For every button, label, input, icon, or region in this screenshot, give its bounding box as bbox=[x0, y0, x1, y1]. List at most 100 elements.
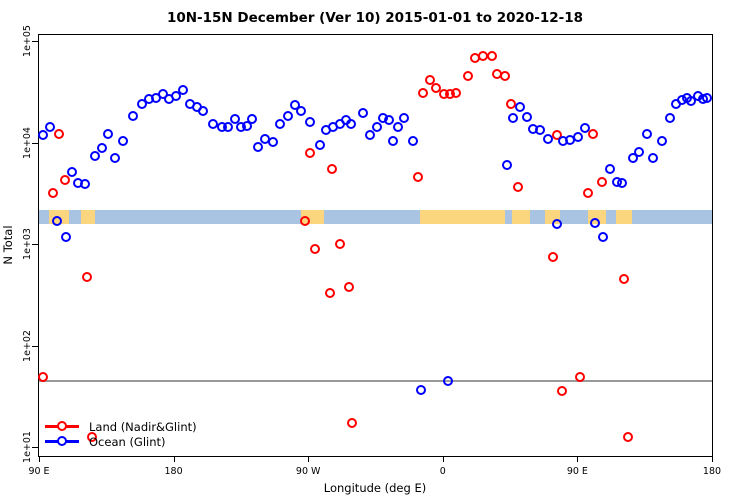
data-point-ocean bbox=[103, 128, 114, 139]
data-point-ocean bbox=[61, 232, 72, 243]
y-tick-label: 1e+05 bbox=[22, 25, 33, 57]
x-axis-tick bbox=[577, 456, 579, 462]
data-point-land bbox=[310, 244, 321, 255]
data-point-ocean bbox=[97, 143, 108, 154]
legend-item-ocean: Ocean (Glint) bbox=[45, 434, 197, 449]
x-axis-tick bbox=[308, 456, 310, 462]
data-point-ocean bbox=[641, 129, 652, 140]
y-axis-tick bbox=[32, 447, 38, 448]
x-axis-tick bbox=[173, 456, 175, 462]
data-point-ocean bbox=[90, 150, 101, 161]
plot-area: 90 E 180 90 W 0 90 E 180 1e+01 1e+02 1e+03 1e+04 1… bbox=[22, 25, 721, 477]
data-point-ocean bbox=[507, 112, 518, 123]
data-point-ocean bbox=[415, 385, 426, 396]
chart-title: 10N-15N December (Ver 10) 2015-01-01 to … bbox=[166, 10, 584, 26]
x-tick-label: 180 bbox=[702, 466, 722, 477]
data-point-ocean bbox=[597, 232, 608, 243]
y-tick-label: 1e+02 bbox=[22, 329, 33, 362]
data-point-land bbox=[622, 431, 633, 442]
legend-item-land: Land (Nadir&Glint) bbox=[45, 419, 197, 434]
coastline-band-land-segment bbox=[512, 210, 531, 224]
data-point-ocean bbox=[589, 217, 600, 228]
scatter-points-layer bbox=[38, 35, 712, 456]
data-point-ocean bbox=[387, 135, 398, 146]
data-point-ocean bbox=[178, 85, 189, 96]
data-point-ocean bbox=[275, 118, 286, 129]
data-point-ocean bbox=[253, 142, 264, 153]
data-point-land bbox=[450, 87, 461, 98]
data-point-land bbox=[305, 147, 316, 158]
y-axis-tick bbox=[32, 41, 38, 42]
data-point-ocean bbox=[364, 130, 375, 141]
data-point-land bbox=[430, 82, 441, 93]
data-point-ocean bbox=[137, 98, 148, 109]
reference-line-layer bbox=[39, 35, 712, 456]
data-point-land bbox=[82, 272, 93, 283]
legend-land-line-symbol bbox=[45, 421, 79, 431]
data-point-land bbox=[412, 172, 423, 183]
data-point-ocean bbox=[442, 376, 453, 387]
y-axis-tick bbox=[32, 142, 38, 144]
legend-ocean-line-symbol bbox=[45, 436, 79, 446]
data-point-land bbox=[327, 163, 338, 174]
legend-land-ring-icon bbox=[57, 421, 67, 431]
legend-ocean-label: Ocean (Glint) bbox=[89, 434, 166, 449]
data-point-ocean bbox=[67, 166, 78, 177]
data-point-ocean bbox=[686, 95, 697, 106]
data-point-ocean bbox=[664, 112, 675, 123]
y-tick-label: 1e+04 bbox=[22, 126, 33, 159]
data-point-land bbox=[335, 238, 345, 249]
data-point-land bbox=[574, 372, 585, 383]
x-axis-label: Longitude (deg E) bbox=[323, 481, 427, 495]
data-point-ocean bbox=[268, 136, 279, 147]
data-point-ocean bbox=[371, 122, 382, 133]
data-point-ocean bbox=[383, 115, 394, 126]
data-point-land bbox=[60, 174, 71, 185]
data-point-ocean bbox=[407, 135, 418, 146]
data-point-land bbox=[346, 418, 357, 429]
data-point-ocean bbox=[501, 160, 512, 171]
data-point-ocean bbox=[398, 112, 409, 123]
data-point-ocean bbox=[118, 135, 129, 146]
y-tick-label: 1e+01 bbox=[22, 431, 33, 463]
data-point-ocean bbox=[579, 123, 590, 134]
coastline-band-land-segment bbox=[80, 210, 95, 224]
data-point-ocean bbox=[604, 164, 615, 175]
data-point-ocean bbox=[521, 111, 532, 122]
data-point-ocean bbox=[542, 133, 553, 144]
data-point-ocean bbox=[223, 122, 234, 133]
data-point-ocean bbox=[283, 110, 294, 121]
data-point-land bbox=[551, 130, 562, 141]
data-point-land bbox=[462, 70, 473, 81]
data-point-land bbox=[547, 251, 558, 262]
x-axis-tick bbox=[39, 456, 40, 462]
data-point-land bbox=[596, 176, 607, 187]
data-point-ocean bbox=[290, 99, 301, 110]
x-tick-label: 90 W bbox=[295, 466, 321, 477]
data-point-ocean bbox=[647, 153, 658, 164]
data-point-land bbox=[300, 216, 311, 227]
x-tick-label: 0 bbox=[439, 466, 446, 477]
data-point-ocean bbox=[315, 140, 326, 151]
data-point-land bbox=[512, 181, 523, 192]
data-point-land bbox=[325, 288, 336, 299]
x-tick-label: 180 bbox=[164, 466, 183, 477]
data-point-land bbox=[499, 70, 510, 81]
data-point-land bbox=[582, 188, 593, 199]
data-point-land bbox=[587, 129, 598, 140]
coastline-band-ocean bbox=[39, 210, 712, 224]
data-point-ocean bbox=[171, 90, 182, 101]
data-point-ocean bbox=[701, 92, 712, 103]
data-point-ocean bbox=[45, 122, 56, 133]
x-axis-tick bbox=[712, 456, 713, 462]
data-point-ocean bbox=[551, 219, 562, 230]
data-point-land bbox=[48, 188, 59, 199]
data-point-ocean bbox=[358, 108, 369, 119]
data-point-ocean bbox=[616, 177, 627, 188]
y-axis-label: N Total bbox=[1, 225, 15, 265]
x-tick-label: 90 E bbox=[566, 466, 588, 477]
data-point-land bbox=[417, 87, 428, 98]
reference-line bbox=[39, 379, 712, 382]
legend-land-label: Land (Nadir&Glint) bbox=[89, 419, 197, 434]
